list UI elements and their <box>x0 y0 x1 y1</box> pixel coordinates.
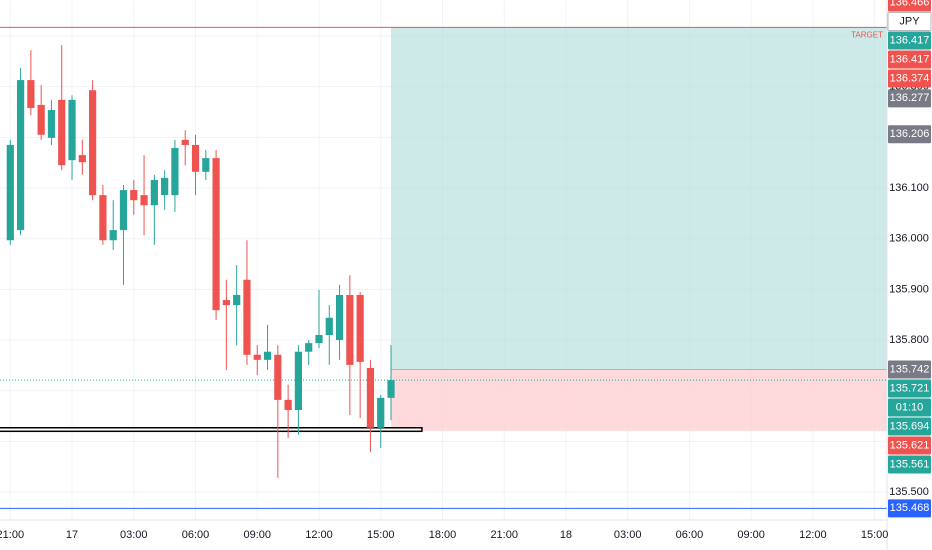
x-tick-label: 15:00 <box>861 529 889 541</box>
price-badge <box>888 455 931 474</box>
price-badge-label: 135.742 <box>890 363 930 375</box>
price-badge <box>888 125 931 144</box>
candle-body <box>274 354 282 400</box>
candle-body <box>263 351 272 360</box>
candle-body <box>58 99 66 166</box>
price-badge-label: 135.561 <box>890 458 930 470</box>
price-badge-label: 01:10 <box>896 401 924 413</box>
price-badge <box>888 89 931 108</box>
x-tick-label: 09:00 <box>737 529 765 541</box>
candle-body <box>233 294 241 306</box>
price-badge-label: 136.277 <box>890 92 930 104</box>
candle-body <box>212 158 220 311</box>
x-tick-label: 06:00 <box>182 529 210 541</box>
x-tick-label: 15:00 <box>367 529 395 541</box>
price-badge-label: 136.417 <box>890 34 930 46</box>
candle-body <box>377 397 385 428</box>
x-tick-label: 03:00 <box>614 529 642 541</box>
y-tick-label: 135.800 <box>889 334 929 346</box>
x-tick-label: 09:00 <box>243 529 271 541</box>
support-zone <box>0 427 423 433</box>
x-tick-label: 18 <box>560 529 572 541</box>
price-badge <box>888 379 931 398</box>
candle-body <box>346 294 354 365</box>
price-badge <box>888 499 931 518</box>
price-badge <box>888 50 931 69</box>
candle-body <box>222 300 230 306</box>
candle-body <box>161 177 169 196</box>
target-label: TARGET <box>851 30 883 39</box>
x-tick-label: 17 <box>66 529 78 541</box>
candle-body <box>335 294 344 341</box>
candle-body <box>130 190 138 201</box>
price-badge-label: 136.206 <box>890 128 930 140</box>
x-tick-label: 21:00 <box>490 529 518 541</box>
candle-body <box>37 104 45 135</box>
price-badge <box>888 398 931 417</box>
y-tick-label: 136.100 <box>889 182 929 194</box>
price-badge <box>888 69 931 88</box>
candle-body <box>109 230 117 241</box>
x-tick-label: 18:00 <box>429 529 457 541</box>
candle-body <box>99 195 107 241</box>
y-tick-label: 136.000 <box>889 233 929 245</box>
candle-body <box>140 195 148 206</box>
candle-body <box>243 279 251 355</box>
candle-body <box>89 90 97 196</box>
x-tick-label: 12:00 <box>305 529 333 541</box>
price-badge <box>888 360 931 379</box>
candle-body <box>68 99 76 161</box>
candle-body <box>119 190 128 231</box>
price-badge <box>888 436 931 455</box>
candle-body <box>78 155 86 163</box>
candle-body <box>366 367 375 428</box>
y-tick-label: 135.500 <box>889 486 929 498</box>
candle-body <box>16 80 25 231</box>
candle-body <box>171 147 179 196</box>
price-badge-label: 136.417 <box>890 53 930 65</box>
x-tick-label: 06:00 <box>676 529 704 541</box>
y-tick-label: 135.900 <box>889 283 929 295</box>
candle-body <box>6 144 14 241</box>
profit-zone <box>391 27 887 370</box>
price-badge-label: JPY <box>899 15 920 27</box>
price-badge <box>887 12 932 32</box>
x-tick-label: 03:00 <box>120 529 148 541</box>
candle-body <box>294 351 303 411</box>
price-badge-label: 135.721 <box>890 382 930 394</box>
x-tick-label: 21:00 <box>0 529 24 541</box>
price-badge-label: 135.621 <box>890 439 930 451</box>
price-badge-label: 136.466 <box>890 0 930 8</box>
candle-body <box>284 399 292 411</box>
candle-body <box>27 80 35 108</box>
candle-body <box>305 343 313 352</box>
candle-body <box>191 144 200 172</box>
price-badge-label: 135.694 <box>890 420 930 432</box>
candle-body <box>387 380 395 398</box>
x-tick-label: 12:00 <box>799 529 827 541</box>
candle-body <box>47 109 56 138</box>
price-badge <box>888 0 931 12</box>
candle-body <box>325 317 333 336</box>
time-axis <box>0 520 887 550</box>
price-badge <box>888 31 931 50</box>
candle-body <box>202 158 210 172</box>
loss-zone <box>391 369 887 431</box>
price-badge <box>888 417 931 436</box>
candle-body <box>150 179 158 206</box>
price-badge-label: 136.374 <box>890 72 930 84</box>
candle-body <box>315 335 323 344</box>
price-badge-label: 135.468 <box>890 502 930 514</box>
candle-body <box>253 354 261 360</box>
candle-body <box>356 294 364 362</box>
candle-body <box>181 139 189 145</box>
